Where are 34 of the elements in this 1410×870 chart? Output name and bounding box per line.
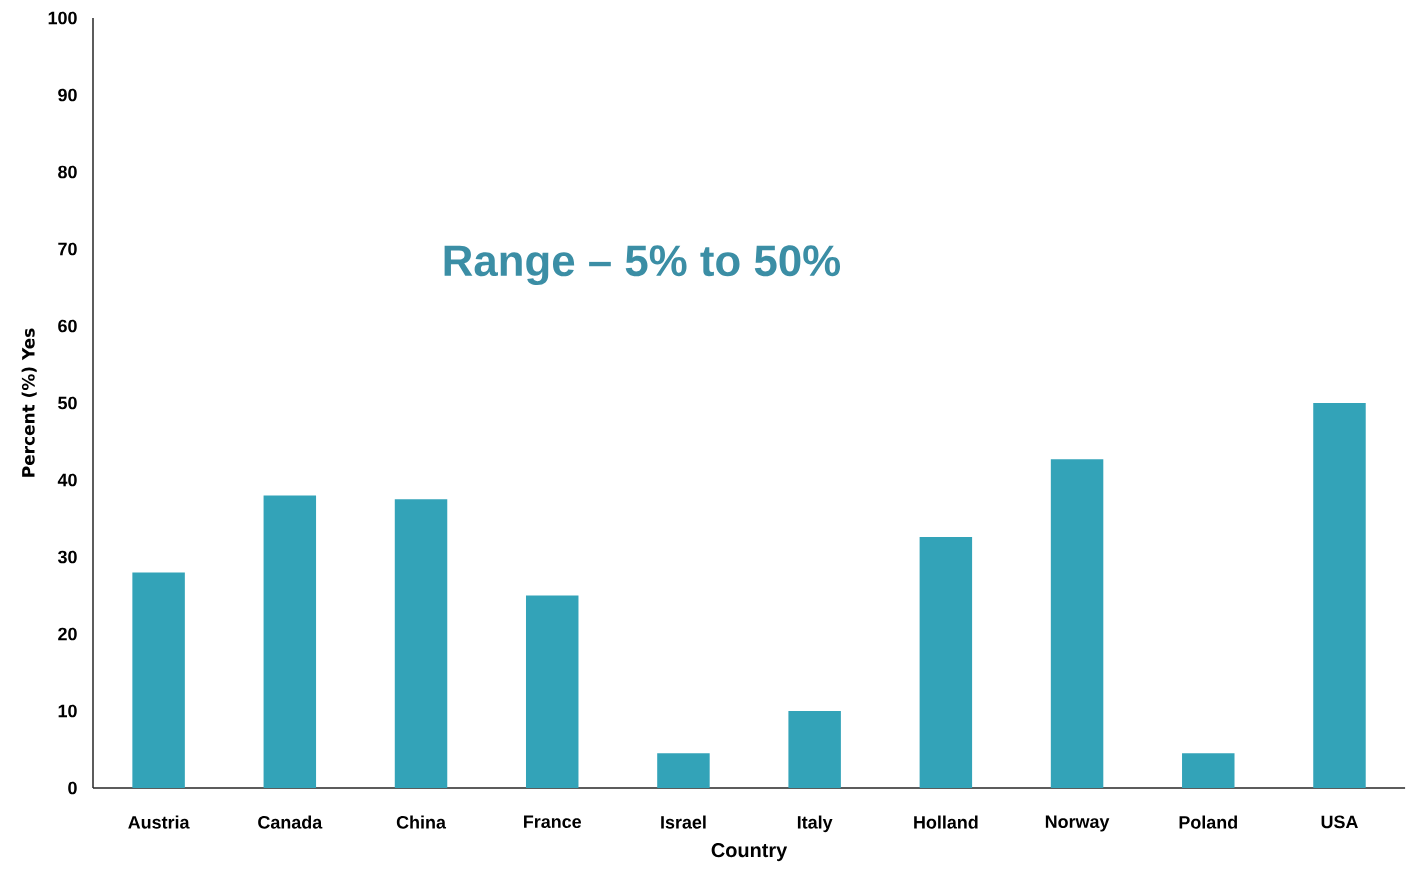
x-tick-label: Poland (1179, 815, 1237, 829)
y-tick-label: 80 (58, 165, 77, 179)
bar (1313, 403, 1366, 788)
bar (657, 753, 710, 788)
y-tick-label: 70 (58, 242, 77, 256)
y-tick-label: 0 (68, 781, 77, 795)
y-tick-label: 20 (58, 627, 77, 641)
x-tick-label: USA (1321, 815, 1358, 829)
x-tick-label: China (396, 815, 447, 829)
bar (263, 495, 317, 788)
bar (788, 711, 841, 788)
bar (919, 536, 973, 788)
x-axis-title: Country (711, 843, 788, 862)
bar (394, 499, 448, 788)
bar (525, 595, 579, 788)
x-tick-label: France (524, 815, 582, 829)
y-tick-label: 50 (58, 396, 77, 410)
x-tick-label: Italy (797, 815, 833, 833)
y-tick-label: 100 (48, 11, 77, 25)
y-tick-label: 90 (58, 88, 77, 102)
x-tick-label: Norway (1045, 815, 1110, 832)
y-axis-title: Percent (%) Yes (21, 328, 37, 477)
bar (1050, 459, 1104, 788)
x-tick-label: Holland (914, 815, 978, 829)
bar (132, 572, 185, 788)
x-tick-label: Austria (128, 815, 190, 829)
y-tick-label: 60 (58, 319, 77, 333)
x-tick-label: Israel (661, 815, 706, 829)
annotation: Range – 5% to 50% (444, 245, 840, 286)
x-tick-label: Canada (258, 815, 323, 829)
y-tick-label: 10 (58, 704, 77, 718)
y-tick-label: 40 (57, 473, 77, 487)
bar (1182, 753, 1235, 788)
y-tick-label: 30 (57, 550, 77, 564)
